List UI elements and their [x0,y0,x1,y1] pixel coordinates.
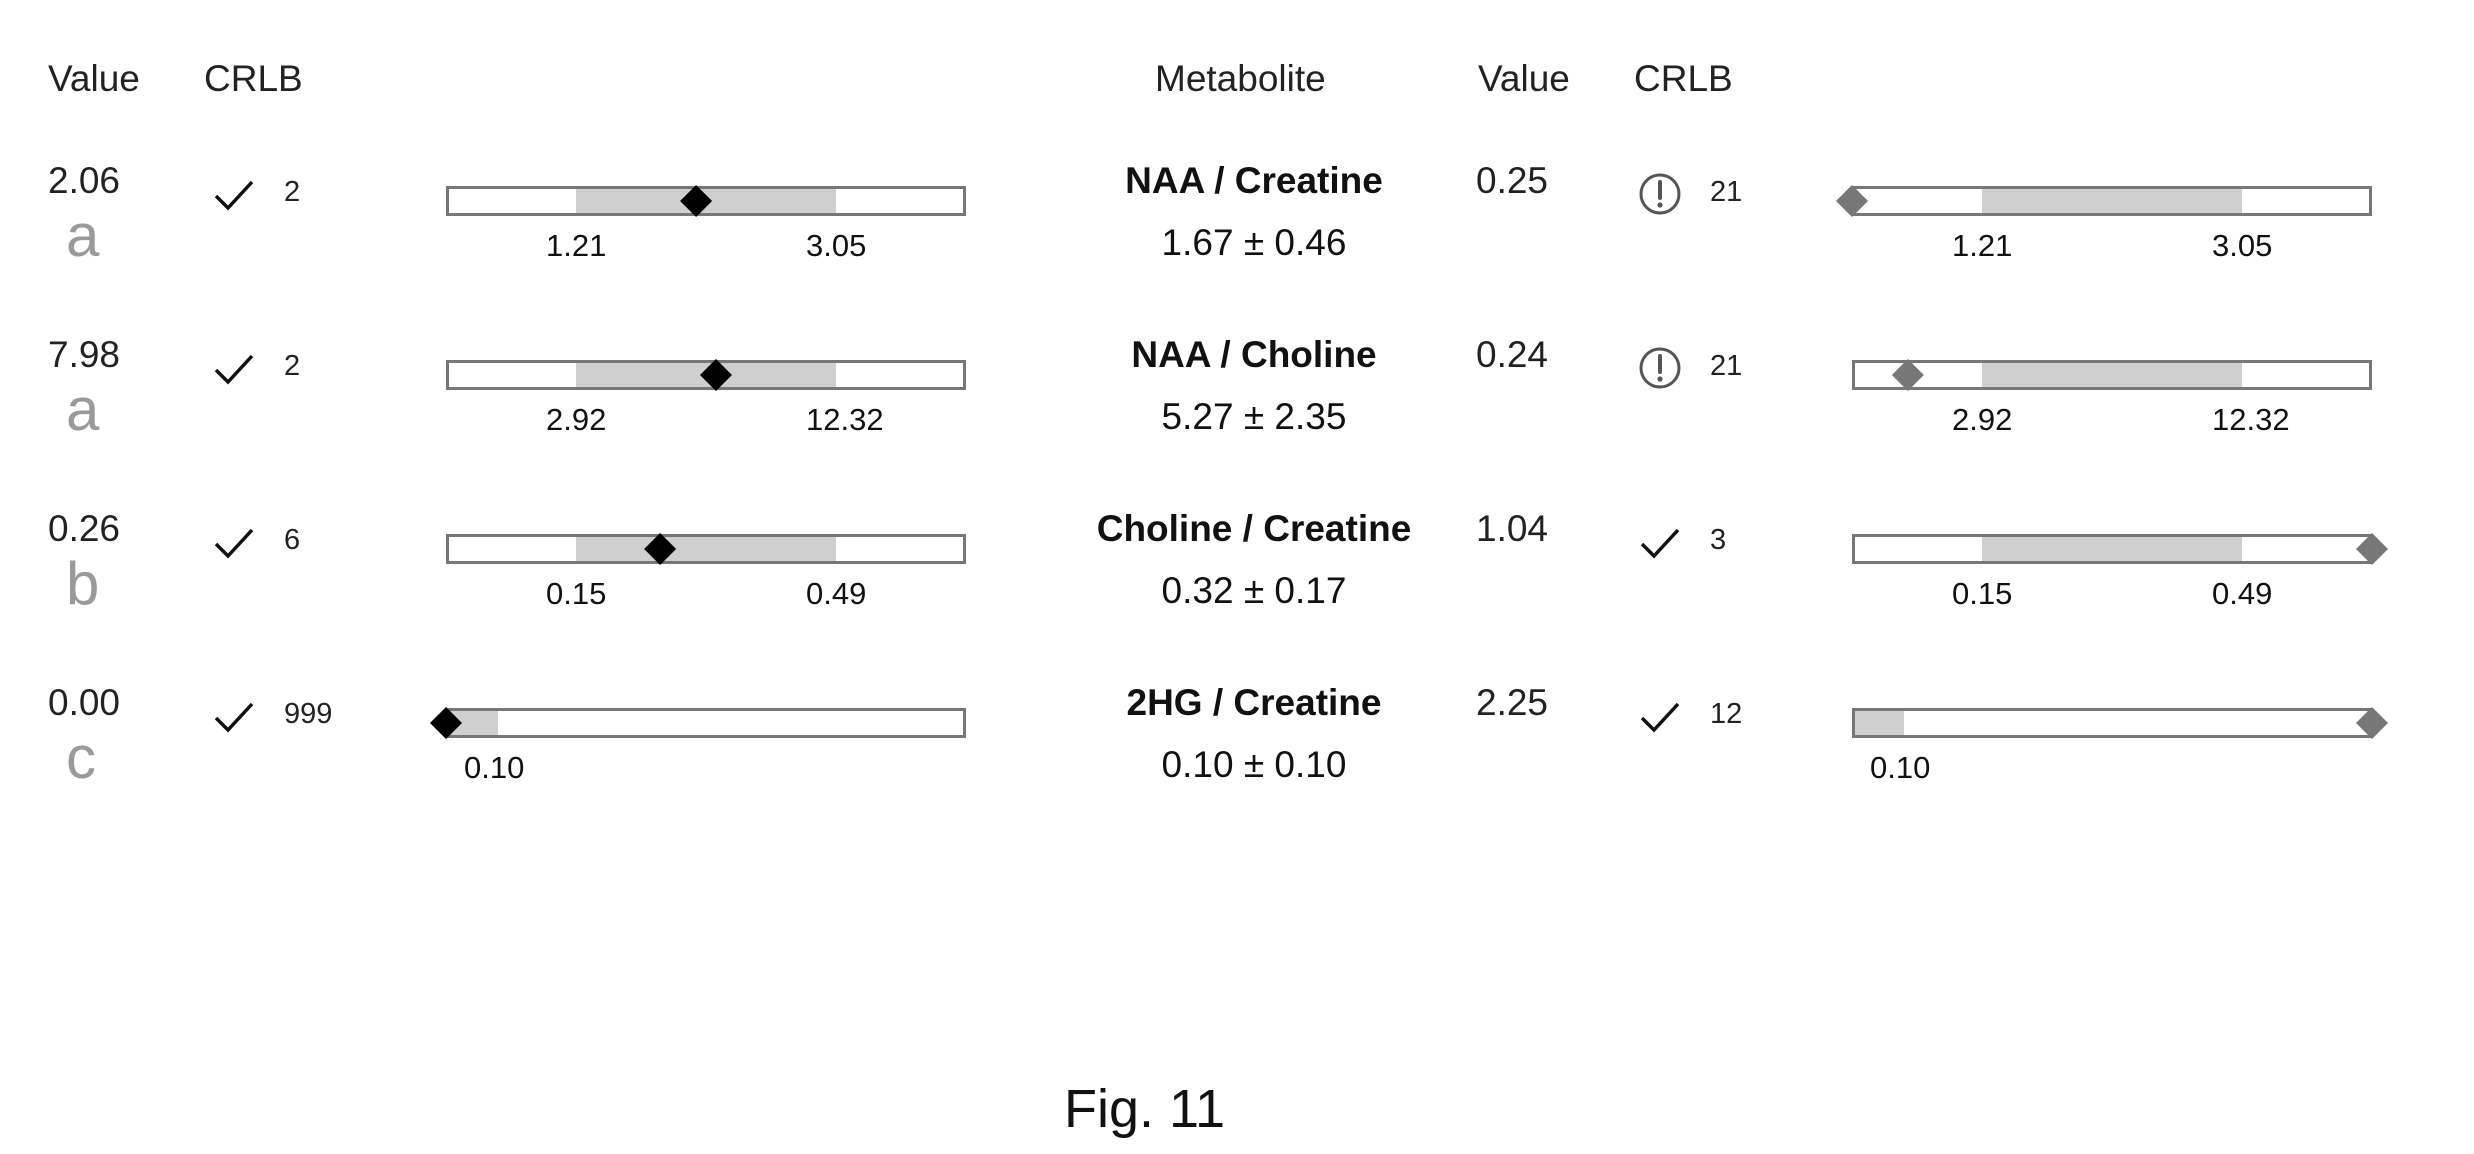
left-min-tick-label: 2.92 [546,402,607,437]
left-min-tick-label: 1.21 [546,228,607,263]
right-max-tick-label: 12.32 [2212,402,2290,437]
check-icon [1640,702,1680,733]
left-value: 0.26 [48,508,121,549]
right-min-tick-label: 2.92 [1952,402,2013,437]
left-reference-bar [430,707,966,739]
metabolite-header: Metabolite [1155,58,1326,99]
right-value-marker [2356,533,2388,565]
right-crlb-value: 21 [1710,350,1743,382]
right-reference-bar [1852,707,2388,739]
metabolite-name: Choline / Creatine [1096,508,1412,549]
left-bar-outline [446,534,966,564]
left-max-tick-label: 3.05 [806,228,867,263]
right-value-marker [2356,707,2388,739]
left-bar-outline [446,708,966,738]
left-value-marker [644,533,677,565]
right-value: 0.24 [1476,334,1549,375]
quality-grade: a [66,202,100,269]
check-icon [214,528,254,559]
right-value-header: Value [1478,58,1570,99]
quality-grade: c [66,724,96,791]
right-value-marker [1891,359,1924,391]
left-value-marker [430,707,462,739]
metabolite-reference-range: 5.27 ± 2.35 [1161,396,1347,437]
metabolite-reference-range: 0.32 ± 0.17 [1161,570,1347,611]
warning-icon [1639,173,1681,215]
left-value-header: Value [48,58,140,99]
left-reference-bar [446,185,966,217]
right-reference-bar [1836,185,2372,217]
left-max-tick-label: 0.49 [806,576,867,611]
left-crlb-header: CRLB [204,58,303,99]
left-max-tick-label: 12.32 [806,402,884,437]
figure-caption: Fig. 11 [1064,1079,1226,1139]
right-value-marker [1836,185,1868,217]
left-crlb-value: 999 [284,698,333,730]
left-value: 2.06 [48,160,121,201]
right-value: 1.04 [1476,508,1549,549]
left-crlb-value: 2 [284,176,301,208]
left-value: 0.00 [48,682,121,723]
right-crlb-header: CRLB [1634,58,1733,99]
left-min-tick-label: 0.15 [546,576,607,611]
right-bar-outline [1852,360,2372,390]
right-normal-range-band [1982,534,2242,564]
metabolite-reference-range: 1.67 ± 0.46 [1161,222,1347,263]
left-reference-bar [446,359,966,391]
left-reference-bar [446,533,966,565]
right-bar-outline [1852,708,2372,738]
left-min-tick-label: 0.10 [464,750,525,785]
left-bar-outline [446,186,966,216]
left-value-marker [699,359,732,391]
right-crlb-value: 21 [1710,176,1743,208]
check-icon [214,354,254,385]
check-icon [1640,528,1680,559]
quality-grade: a [66,376,100,443]
right-reference-bar [1852,533,2388,565]
right-min-tick-label: 0.15 [1952,576,2013,611]
check-icon [214,180,254,211]
metabolite-reference-range: 0.10 ± 0.10 [1161,744,1347,785]
right-crlb-value: 12 [1710,698,1743,730]
right-value: 2.25 [1476,682,1549,723]
check-icon [214,702,254,733]
metabolite-name: NAA / Choline [1131,334,1377,375]
left-crlb-value: 6 [284,524,301,556]
right-max-tick-label: 0.49 [2212,576,2273,611]
left-value-marker [680,185,713,217]
left-crlb-value: 2 [284,350,301,382]
right-normal-range-band [1982,186,2242,216]
right-normal-range-band [1852,708,1904,738]
right-min-tick-label: 0.10 [1870,750,1931,785]
warning-icon [1639,347,1681,389]
metabolite-name: 2HG / Creatine [1126,682,1382,723]
right-min-tick-label: 1.21 [1952,228,2013,263]
right-crlb-value: 3 [1710,524,1727,556]
right-value: 0.25 [1476,160,1549,201]
left-normal-range-band [576,534,836,564]
right-max-tick-label: 3.05 [2212,228,2273,263]
quality-grade: b [66,550,100,617]
left-value: 7.98 [48,334,121,375]
metabolite-name: NAA / Creatine [1125,160,1383,201]
right-normal-range-band [1982,360,2242,390]
left-bar-outline [446,360,966,390]
right-reference-bar [1852,359,2372,391]
